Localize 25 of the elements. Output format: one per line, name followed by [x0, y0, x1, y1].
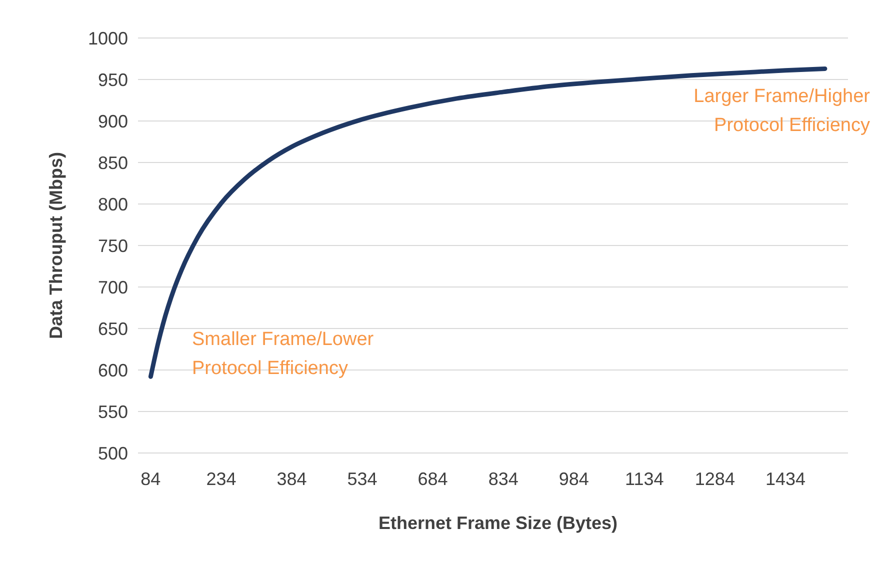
- x-tick-label: 834: [488, 469, 518, 489]
- y-tick-label: 950: [98, 70, 128, 90]
- x-tick-label: 234: [206, 469, 236, 489]
- y-tick-label: 700: [98, 277, 128, 298]
- x-tick-label: 984: [558, 469, 589, 489]
- x-tick-label: 684: [418, 469, 448, 489]
- y-axis-title: Data Throuput (Mbps): [46, 152, 66, 339]
- y-tick-label: 750: [98, 236, 128, 256]
- annotation: Larger Frame/Higher Protocol Efficiency: [694, 86, 871, 136]
- y-tick-label: 850: [98, 152, 128, 173]
- annotation: Smaller Frame/Lower Protocol Efficiency: [192, 329, 374, 379]
- y-tick-label: 650: [98, 318, 128, 339]
- y-tick-label: 1000: [88, 28, 128, 48]
- y-tick-label: 500: [98, 443, 128, 464]
- x-tick-label: 1284: [694, 469, 735, 489]
- y-tick-label: 800: [98, 194, 128, 214]
- x-axis-title: Ethernet Frame Size (Bytes): [378, 513, 618, 533]
- y-tick-label: 550: [98, 402, 128, 422]
- x-tick-label: 1134: [625, 469, 664, 489]
- y-tick-label: 900: [98, 111, 128, 132]
- x-tick-label: 1434: [765, 469, 806, 489]
- y-tick-label: 600: [98, 360, 128, 380]
- x-tick-label: 384: [276, 469, 307, 489]
- x-tick-label: 84: [140, 469, 161, 489]
- x-tick-label: 534: [347, 469, 378, 489]
